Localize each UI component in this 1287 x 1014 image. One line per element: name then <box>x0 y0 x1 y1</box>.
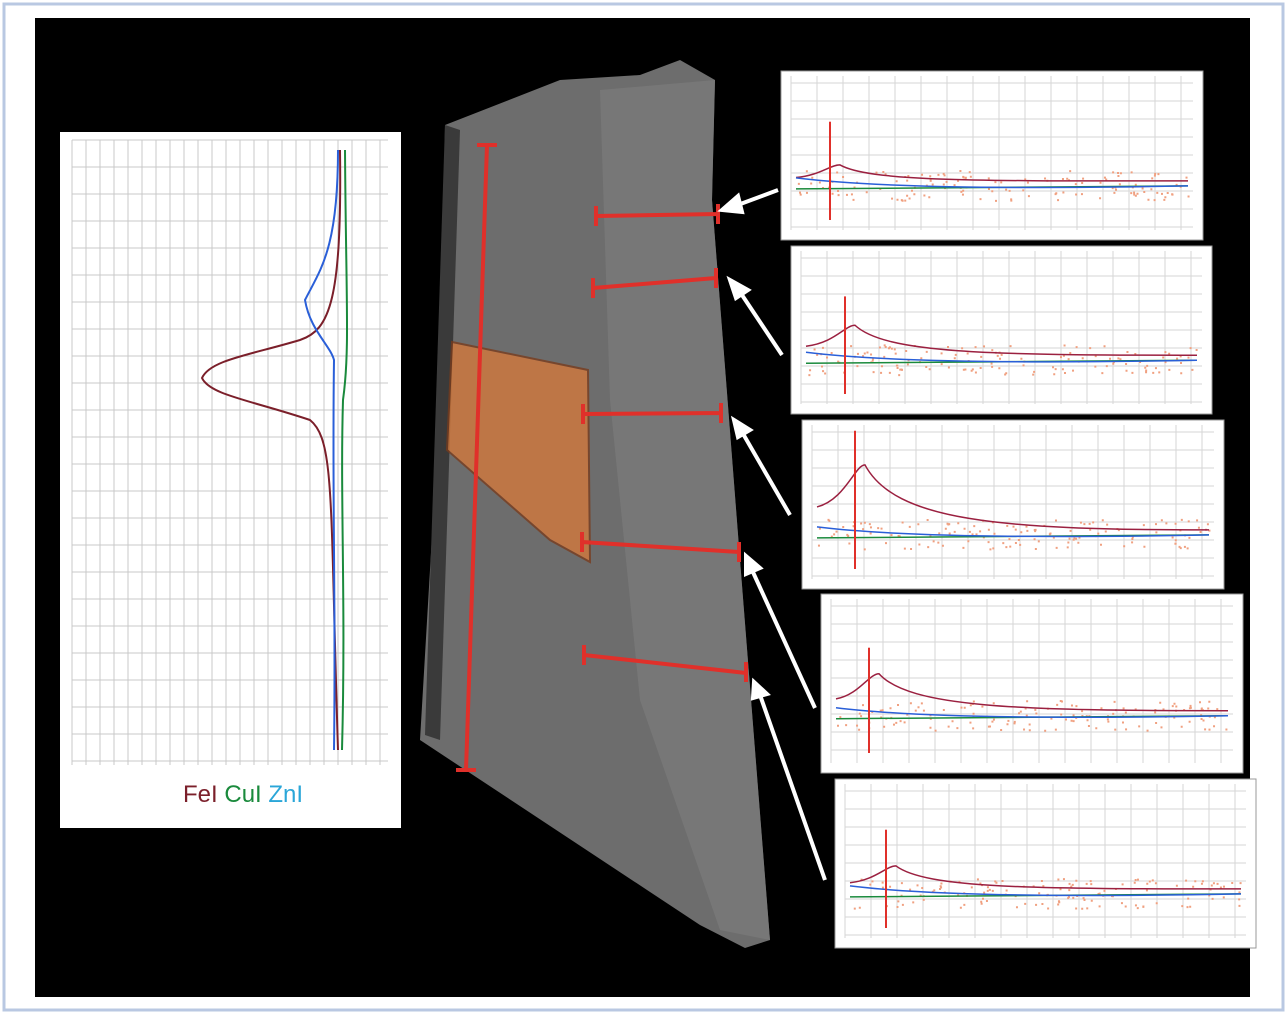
legend-zn: ZnI <box>268 781 303 808</box>
figure-canvas: FeI CuI ZnI <box>0 0 1287 1014</box>
legend: FeI CuI ZnI <box>183 781 303 808</box>
profile-panel <box>821 594 1243 773</box>
legend-cu: CuI <box>224 781 261 808</box>
profile-panel <box>60 132 401 828</box>
profile-panel <box>802 420 1224 589</box>
panel-bg <box>821 594 1243 773</box>
profile-panel <box>791 246 1212 414</box>
figure: FeI CuI ZnI <box>0 0 1287 1014</box>
profile-panel <box>835 779 1256 948</box>
legend-fe: FeI <box>183 781 218 808</box>
line-profiles <box>781 71 1256 948</box>
profile-panel <box>781 71 1203 240</box>
